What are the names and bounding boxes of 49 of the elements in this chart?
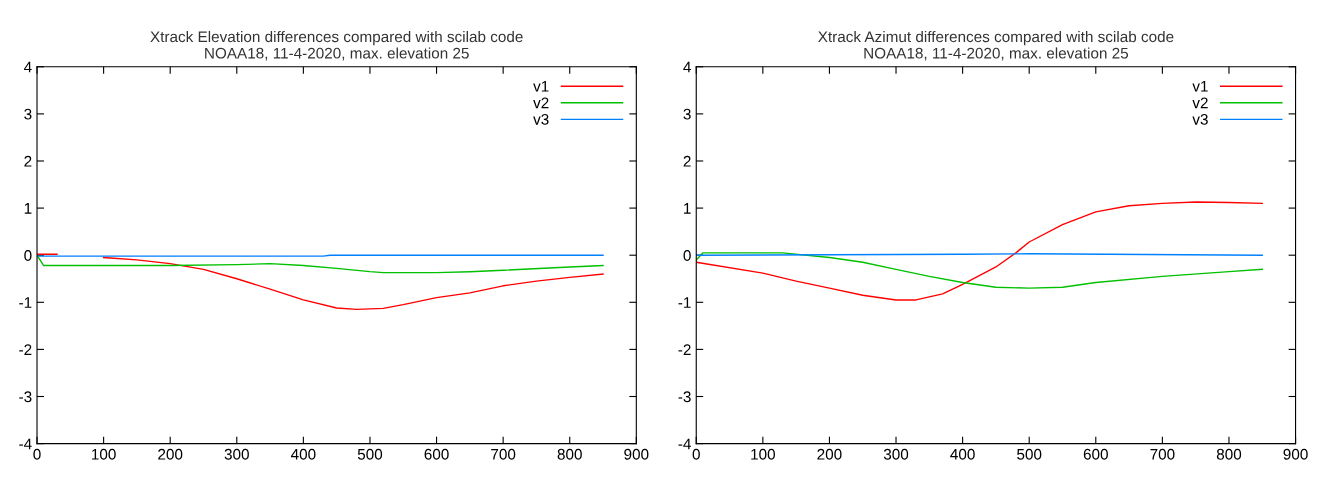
x-tick-label: 100 [751,448,775,460]
x-tick-label: 700 [1150,448,1175,460]
y-tick-label: 1 [24,203,32,214]
x-tick-label: 200 [817,448,842,460]
legend-label: v3 [1192,114,1208,125]
x-tick-label: 100 [92,448,116,460]
x-tick-label: 500 [357,448,383,460]
y-tick-label: -1 [19,297,32,308]
y-tick-label: 3 [683,108,691,120]
legend-label: v2 [1192,97,1208,109]
x-tick-label: 600 [424,448,449,460]
y-tick-label: -3 [678,391,691,403]
y-tick-label: 1 [684,203,691,214]
x-tick-label: 400 [950,448,975,460]
chart-title: Xtrack Azimut differences compared with scilab code NOAA18, 11-4-2020, max. elevation 25 [818,30,1174,61]
line-series [696,252,1263,289]
x-tick-label: 0 [692,448,700,460]
chart-title: Xtrack Elevation differences compared with scilab code NOAA18, 11-4-2020, max. elevation 25 [150,30,523,61]
x-tick-label: 300 [883,448,909,460]
y-tick-label: 0 [683,250,691,261]
x-tick-label: 800 [557,448,582,460]
x-tick-label: 200 [158,448,183,460]
x-tick-label: 800 [1216,448,1242,460]
y-tick-label: 4 [683,61,691,73]
x-tick-label: 700 [491,448,516,460]
x-tick-label: 900 [624,448,649,460]
x-tick-label: 500 [1017,448,1042,460]
y-tick-label: -4 [19,438,32,450]
x-tick-label: 300 [224,448,249,460]
y-tick-label: 0 [24,250,32,261]
y-tick-label: 4 [24,61,32,73]
x-tick-label: 0 [33,448,41,460]
y-tick-label: -2 [678,344,691,355]
y-tick-label: -2 [19,344,32,355]
legend-label: v2 [533,97,549,109]
y-tick-label: 2 [24,155,32,167]
line-series [696,201,1263,301]
legend-label: v3 [533,114,549,125]
x-tick-label: 600 [1083,448,1108,460]
x-tick-label: 400 [290,448,316,460]
y-tick-label: -1 [678,297,691,308]
y-tick-label: 3 [24,108,32,120]
y-tick-label: -4 [678,438,691,450]
legend-label: v1 [533,81,549,92]
x-tick-label: 900 [1283,448,1308,460]
legend-label: v1 [1192,81,1208,92]
y-tick-label: -3 [19,391,32,403]
y-tick-label: 2 [683,155,691,167]
line-series [37,254,604,274]
